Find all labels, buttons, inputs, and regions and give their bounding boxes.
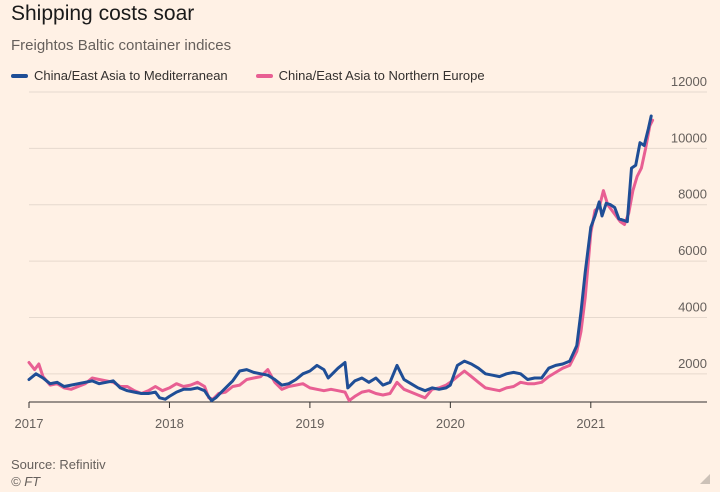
chart-title: Shipping costs soar	[11, 2, 195, 25]
x-tick-label-2017: 2017	[15, 416, 44, 431]
corner-mark-icon	[700, 474, 710, 484]
source-note: Source: Refinitiv	[11, 457, 106, 472]
y-tick-label-10000: 10000	[671, 130, 707, 145]
y-tick-label-6000: 6000	[678, 243, 707, 258]
legend-label-mediterranean: China/East Asia to Mediterranean	[34, 68, 228, 83]
y-tick-label-4000: 4000	[678, 299, 707, 314]
legend-swatch-northern-europe	[255, 73, 273, 78]
legend-item-mediterranean: China/East Asia to Mediterranean	[11, 68, 228, 83]
y-tick-label-12000: 12000	[671, 74, 707, 89]
x-tick-label-2019: 2019	[295, 416, 324, 431]
chart-subtitle: Freightos Baltic container indices	[11, 37, 232, 54]
y-tick-label-2000: 2000	[678, 356, 707, 371]
legend-item-northern-europe: China/East Asia to Northern Europe	[255, 68, 485, 83]
series-line-northern-europe	[27, 118, 655, 403]
ft-credit: © FT	[11, 474, 41, 489]
series-line-mediterranean	[27, 114, 653, 403]
legend-swatch-mediterranean	[11, 73, 28, 78]
x-tick-label-2018: 2018	[155, 416, 184, 431]
legend: China/East Asia to Mediterranean China/E…	[11, 68, 513, 83]
x-tick-label-2020: 2020	[436, 416, 465, 431]
y-tick-label-8000: 8000	[678, 187, 707, 202]
legend-label-northern-europe: China/East Asia to Northern Europe	[278, 68, 485, 83]
x-tick-label-2021: 2021	[576, 416, 605, 431]
